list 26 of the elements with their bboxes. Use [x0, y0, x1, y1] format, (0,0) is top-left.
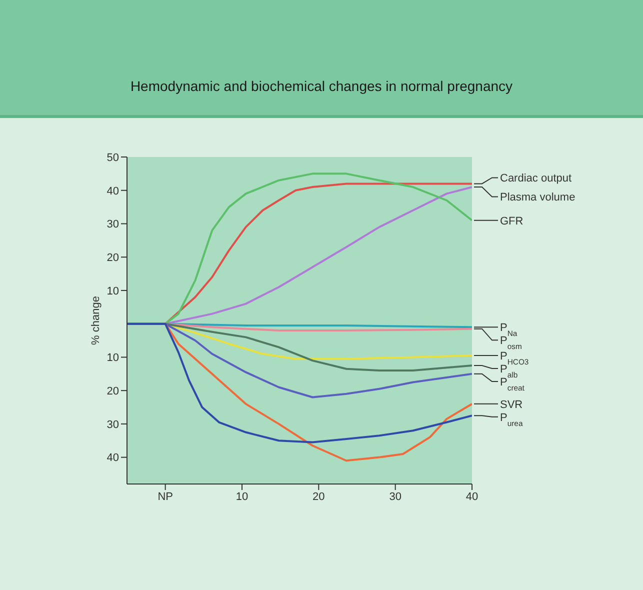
y-tick-label: 30 [106, 218, 119, 231]
y-tick-label: 20 [106, 252, 119, 264]
y-tick-label: 30 [106, 418, 119, 431]
x-tick-label: 40 [466, 490, 478, 503]
y-tick-label: 10 [106, 285, 119, 298]
y-tick-label: 40 [106, 452, 119, 464]
x-tick-label: 20 [312, 490, 325, 503]
y-tick-label: 10 [106, 352, 119, 364]
chart-title: Hemodynamic and biochemical changes in normal pregnancy [129, 78, 514, 94]
text: SVR [500, 398, 523, 411]
x-tick-label: 30 [389, 490, 402, 503]
text: P$_{Na}$ [500, 322, 518, 338]
x-tick-label: 10 [236, 490, 248, 503]
text: P$_{creat}$ [500, 376, 526, 392]
text: P$_{alb}$ [500, 364, 518, 380]
text: GFR [500, 215, 524, 228]
y-axis-title: % change [90, 296, 102, 345]
x-tick-label: NP [158, 490, 173, 503]
y-tick-label: 40 [106, 185, 119, 198]
text: Plasma volume [500, 192, 576, 204]
text: Cardiac output [500, 172, 572, 185]
y-tick-label: 50 [106, 152, 119, 164]
text: P$_{osm}$ [500, 335, 522, 351]
text: P$_{HCO3}$ [500, 350, 529, 366]
y-tick-label: 20 [106, 385, 119, 398]
text: P$_{urea}$ [500, 412, 524, 428]
